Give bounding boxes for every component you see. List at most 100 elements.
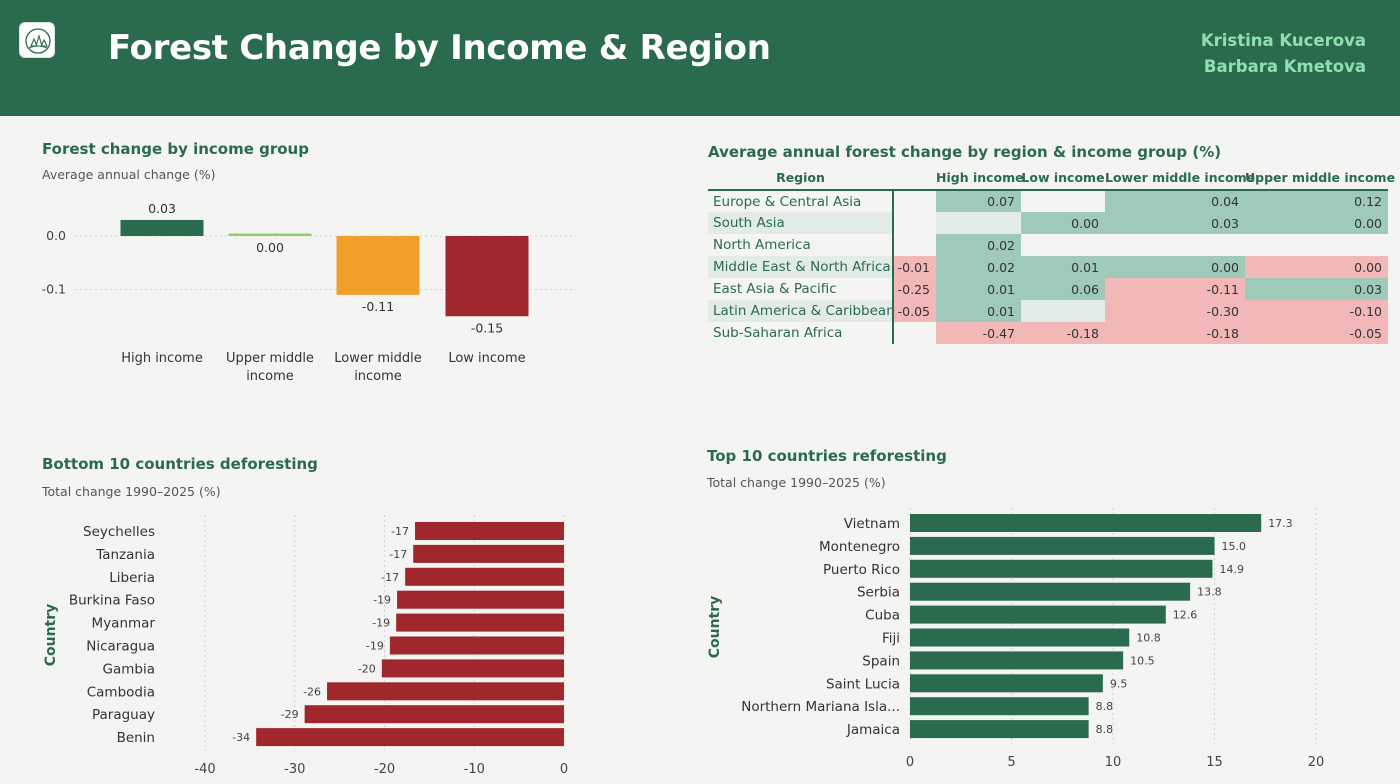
matrix-cell (936, 212, 1021, 234)
deforest-x-tick-label: -40 (194, 762, 215, 777)
reforest-country-label: Jamaica (846, 722, 900, 738)
reforest-bar-value-label: 15.0 (1222, 540, 1247, 553)
income-bar[interactable] (120, 219, 204, 236)
matrix-row: North America 0.02 (708, 234, 1388, 256)
matrix-cell: -0.10 (1245, 300, 1388, 322)
matrix-cell (1105, 234, 1245, 256)
income-bar-chart: 0.0 -0.1 0.03 High income 0.00 Upper middle in… (42, 201, 572, 384)
matrix-cell: 0.01 (936, 300, 1021, 322)
deforest-country-label: Paraguay (92, 707, 155, 723)
matrix-cell (892, 212, 936, 234)
income-y-tick-label: 0.0 (46, 228, 66, 243)
income-x-tick-label: High income (121, 351, 203, 366)
deforest-bar[interactable] (304, 705, 564, 724)
income-bar[interactable] (336, 236, 420, 295)
deforest-country-label: Cambodia (87, 684, 155, 700)
matrix-cell: 0.12 (1245, 190, 1388, 212)
deforest-bar-value-label: -17 (391, 525, 409, 538)
reforest-bar-value-label: 8.8 (1096, 723, 1114, 736)
reforest-bar[interactable] (910, 628, 1130, 647)
matrix-column-header[interactable]: High income (936, 166, 1024, 191)
deforest-bar[interactable] (396, 613, 564, 632)
income-x-tick-label: Upper middle (226, 351, 314, 366)
deforest-bar[interactable] (397, 590, 564, 609)
matrix-column-header[interactable]: Upper middle income (1245, 166, 1395, 191)
deforest-bar[interactable] (389, 636, 564, 655)
deforest-bar[interactable] (413, 544, 564, 563)
reforest-bar[interactable] (910, 605, 1166, 624)
matrix-column-header[interactable] (893, 166, 936, 191)
reforest-bar-value-label: 17.3 (1268, 517, 1293, 530)
income-bar[interactable] (228, 233, 312, 237)
matrix-column-header[interactable]: Region (708, 166, 893, 191)
deforest-bar[interactable] (327, 682, 564, 701)
deforest-bar-value-label: -19 (373, 594, 391, 607)
matrix-column-header[interactable]: Lower middle income (1105, 166, 1255, 191)
matrix-title: Average annual forest change by region &… (708, 143, 1222, 161)
matrix-cell (892, 190, 936, 212)
reforest-bar-value-label: 13.8 (1197, 586, 1222, 599)
reforest-country-label: Serbia (857, 585, 900, 601)
matrix-column-header[interactable]: Low income (1021, 166, 1105, 191)
matrix-cell: 0.00 (1105, 256, 1245, 278)
matrix-cell: -0.05 (1245, 322, 1388, 344)
reforest-bar[interactable] (910, 674, 1103, 693)
reforest-bar[interactable] (910, 582, 1191, 601)
matrix-region-label: Europe & Central Asia (713, 193, 862, 210)
reforest-bar[interactable] (910, 651, 1124, 670)
author-name: Barbara Kmetova (1203, 57, 1366, 76)
reforest-bar[interactable] (910, 536, 1215, 555)
deforest-bar-value-label: -19 (372, 617, 390, 630)
matrix-header-row: Region High income Low income Lower middle … (708, 166, 1395, 191)
matrix-row: East Asia & Pacific -0.25 0.01 0.06 -0.11 0.0… (708, 278, 1388, 300)
deforest-country-label: Seychelles (83, 524, 155, 540)
matrix-cell (892, 322, 936, 344)
matrix-cell: 0.00 (1245, 256, 1388, 278)
reforest-country-label: Montenegro (819, 539, 900, 555)
income-bar-value-label: 0.00 (256, 240, 284, 255)
matrix-region-label: East Asia & Pacific (713, 281, 837, 297)
matrix-row: Middle East & North Africa -0.01 0.02 0.01 0… (708, 256, 1388, 278)
matrix-region-label: Middle East & North Africa (708, 256, 893, 278)
deforest-x-tick-label: 0 (560, 762, 568, 777)
deforesting-chart-subtitle: Total change 1990–2025 (%) (42, 484, 221, 499)
matrix-cell: 0.03 (1245, 278, 1388, 300)
deforest-bar-value-label: -34 (232, 731, 250, 744)
matrix-cell: -0.11 (1105, 278, 1245, 300)
deforest-bar[interactable] (415, 522, 564, 540)
reforest-country-label: Vietnam (844, 516, 900, 532)
income-x-tick-label: income (354, 369, 402, 384)
deforest-bar-value-label: -29 (281, 708, 299, 721)
matrix-cell: 0.01 (1021, 256, 1105, 278)
matrix-cell: -0.18 (1105, 322, 1245, 344)
reforest-bar[interactable] (910, 697, 1089, 716)
reforest-bar[interactable] (910, 514, 1262, 532)
matrix-row: Latin America & Caribbean -0.05 0.01 -0.30-… (708, 300, 1388, 322)
matrix-row: South Asia 0.00 0.03 0.00 (708, 212, 1388, 234)
deforest-country-label: Myanmar (92, 616, 156, 632)
matrix-cell (1021, 190, 1105, 212)
deforest-country-label: Gambia (103, 661, 155, 677)
deforest-bar[interactable] (405, 567, 564, 586)
reforest-bar[interactable] (910, 559, 1213, 578)
income-bar[interactable] (445, 236, 529, 317)
matrix-cell (1021, 300, 1105, 322)
reforest-x-tick-label: 15 (1206, 755, 1223, 770)
matrix-cell: -0.18 (1021, 322, 1105, 344)
deforest-bar[interactable] (256, 728, 564, 747)
deforest-y-axis-label: Country (43, 604, 59, 667)
reforest-bar-value-label: 10.5 (1130, 654, 1155, 667)
matrix-cell: 0.06 (1021, 278, 1105, 300)
authors: Kristina Kucerova Barbara Kmetova (1201, 28, 1366, 80)
reforest-bar[interactable] (910, 720, 1089, 739)
matrix-cell: -0.30 (1105, 300, 1245, 322)
reforest-country-label: Saint Lucia (826, 676, 900, 692)
forest-logo-icon (19, 22, 55, 58)
deforest-bar-value-label: -20 (358, 662, 376, 675)
deforest-bar[interactable] (381, 659, 564, 678)
matrix-cell: 0.04 (1105, 190, 1245, 212)
reforest-x-tick-label: 5 (1007, 755, 1015, 770)
author-name: Kristina Kucerova (1200, 31, 1366, 50)
reforesting-chart-subtitle: Total change 1990–2025 (%) (707, 475, 886, 490)
reforest-bar-value-label: 14.9 (1219, 563, 1244, 576)
